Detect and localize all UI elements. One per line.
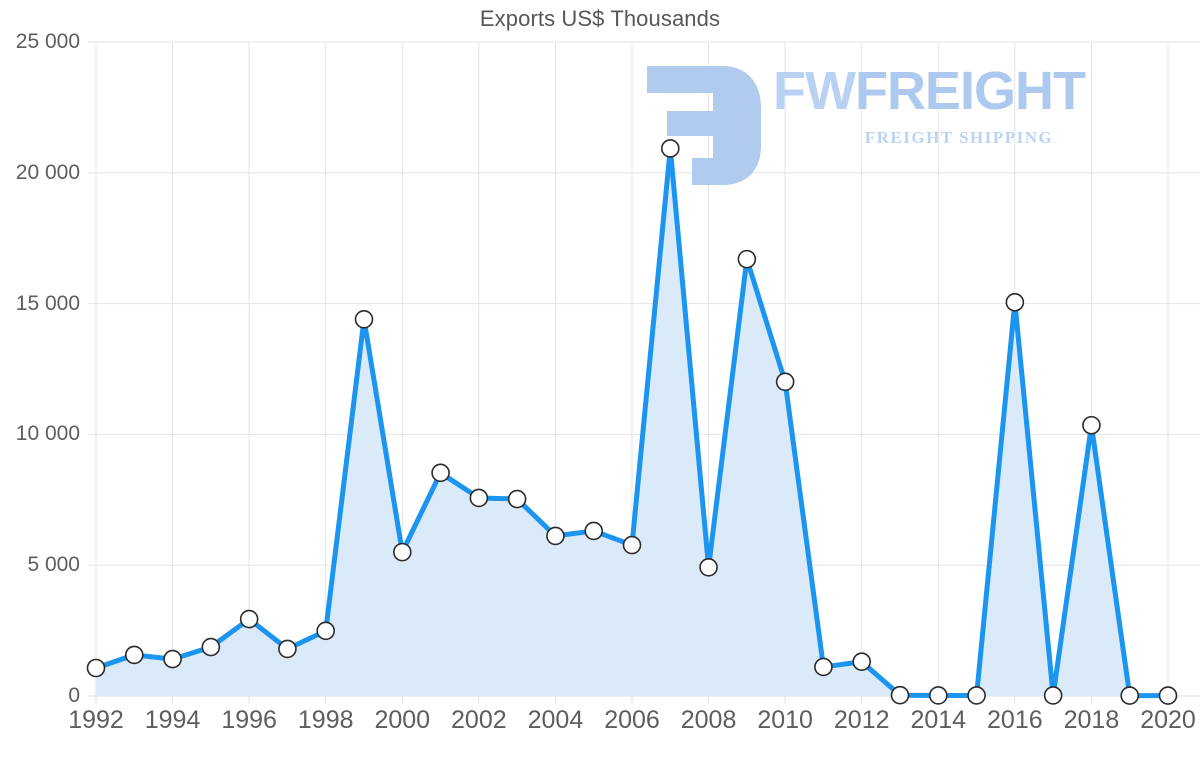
- x-axis-tick-label: 2002: [451, 706, 507, 734]
- x-axis-tick-label: 1994: [144, 706, 201, 734]
- x-axis-tick-label: 2004: [527, 706, 584, 734]
- data-point-marker[interactable]: [890, 685, 910, 705]
- data-point-marker[interactable]: [1043, 686, 1063, 705]
- data-point-marker[interactable]: [239, 609, 259, 629]
- x-axis-tick-label: 2010: [757, 706, 813, 734]
- x-axis-tick-label: 2018: [1063, 706, 1120, 734]
- data-point-marker[interactable]: [814, 657, 833, 677]
- data-point-marker[interactable]: [852, 652, 872, 672]
- x-axis-tick-label: 1996: [221, 706, 277, 734]
- x-axis-tick-label: 1998: [297, 706, 354, 734]
- y-axis-tick-label: 15 000: [15, 291, 80, 315]
- x-axis-tick-label: 1992: [68, 706, 124, 734]
- x-axis-tick-label: 2016: [987, 706, 1043, 734]
- data-point-marker[interactable]: [86, 658, 106, 678]
- x-axis-tick-label: 2006: [604, 706, 660, 734]
- x-axis-tick-label: 2020: [1140, 706, 1196, 734]
- series-area-fill: [96, 148, 1168, 697]
- data-point-marker[interactable]: [546, 526, 565, 546]
- y-axis-tick-label: 0: [68, 684, 80, 707]
- data-point-marker[interactable]: [775, 372, 795, 392]
- chart-title: Exports US$ Thousands: [479, 6, 721, 31]
- data-point-marker[interactable]: [163, 649, 182, 669]
- data-point-marker[interactable]: [660, 139, 680, 158]
- x-axis-tick-label: 2000: [374, 706, 431, 734]
- data-point-marker[interactable]: [316, 621, 336, 641]
- data-point-marker[interactable]: [124, 645, 144, 665]
- data-point-marker[interactable]: [469, 488, 489, 508]
- data-point-marker[interactable]: [967, 686, 986, 705]
- x-axis-tick-label: 2008: [680, 706, 737, 734]
- data-point-marker[interactable]: [699, 557, 718, 577]
- series-data-point-markers: [86, 139, 1178, 705]
- data-point-marker[interactable]: [737, 249, 757, 269]
- data-point-marker[interactable]: [1082, 415, 1101, 435]
- data-point-marker[interactable]: [928, 686, 948, 705]
- x-axis-tick-label: 2012: [833, 706, 890, 734]
- data-point-marker[interactable]: [584, 521, 604, 541]
- data-point-marker[interactable]: [201, 637, 221, 657]
- data-point-marker[interactable]: [392, 542, 412, 562]
- data-point-marker[interactable]: [1005, 292, 1025, 312]
- data-point-marker[interactable]: [622, 535, 642, 555]
- y-axis-tick-label: 10 000: [15, 422, 80, 446]
- data-point-marker[interactable]: [1120, 686, 1140, 705]
- y-axis-tick-label: 25 000: [15, 30, 80, 53]
- y-axis-tick-label: 5 000: [27, 553, 80, 577]
- data-point-marker[interactable]: [354, 309, 374, 329]
- data-point-marker[interactable]: [1158, 686, 1178, 705]
- y-axis-tick-label: 20 000: [15, 160, 80, 184]
- x-axis-tick-label: 2014: [910, 706, 967, 734]
- data-point-marker[interactable]: [507, 489, 527, 509]
- data-point-marker[interactable]: [278, 639, 297, 659]
- data-point-marker[interactable]: [431, 463, 450, 483]
